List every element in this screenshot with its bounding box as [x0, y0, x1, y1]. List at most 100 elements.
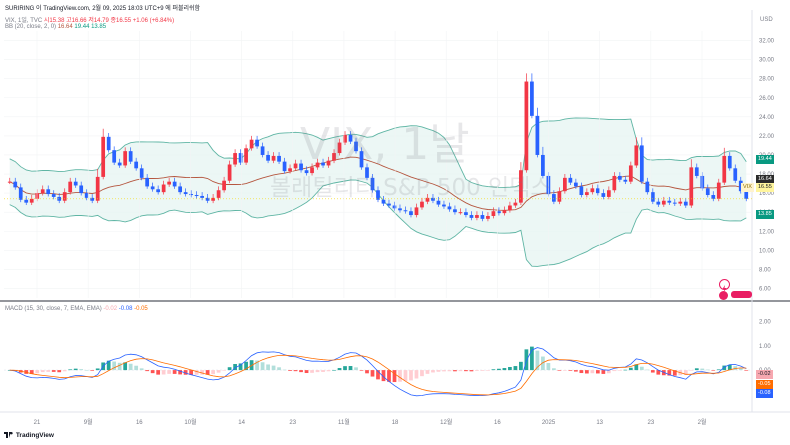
candle-body — [244, 148, 248, 163]
candle-body — [689, 167, 694, 206]
candle-body — [84, 193, 89, 198]
macd-histogram-bar — [513, 366, 518, 371]
price-tick-label: 28.00 — [759, 77, 775, 83]
event-group-icon[interactable] — [731, 291, 752, 298]
candle-body — [650, 192, 655, 202]
candle-body — [672, 202, 677, 204]
time-tick-label: 12월 — [440, 418, 452, 426]
price-tick-label: 16.00 — [759, 191, 775, 197]
candle-body — [513, 202, 518, 206]
candle-body — [447, 206, 452, 210]
macd-histogram-bar — [705, 369, 710, 371]
macd-histogram-bar — [365, 370, 369, 374]
macd-histogram-bar — [233, 364, 237, 371]
candle-body — [62, 192, 67, 201]
time-tick-label: 18 — [392, 420, 399, 426]
tradingview-logo-text: TradingView — [15, 432, 54, 439]
candle-body — [733, 168, 738, 181]
macd-histogram-bar — [667, 370, 672, 376]
candle-body — [216, 190, 221, 198]
candle-body — [233, 153, 237, 165]
macd-histogram-bar — [90, 370, 95, 371]
macd-signal-badge: -0.05 — [756, 380, 773, 389]
macd-histogram-bar — [326, 370, 331, 372]
macd-histogram-bar — [541, 356, 545, 371]
candle-body — [299, 163, 303, 171]
candle-body — [7, 181, 12, 183]
candle-body — [249, 139, 254, 149]
macd-histogram-bar — [689, 370, 694, 371]
candle-body — [387, 203, 391, 206]
macd-histogram-bar — [46, 370, 51, 372]
macd-histogram-bar — [35, 370, 40, 374]
candle-body — [348, 134, 353, 142]
macd-histogram-bar — [359, 370, 364, 371]
dividend-flash-icon[interactable] — [719, 279, 730, 292]
candle-body — [112, 150, 117, 163]
candle-body — [606, 190, 611, 197]
candle-body — [727, 155, 732, 169]
candle-body — [508, 205, 512, 211]
macd-histogram-bar — [628, 367, 633, 371]
tradingview-logo[interactable]: TradingView — [4, 432, 54, 439]
candle-body — [744, 191, 749, 199]
candle-body — [167, 181, 172, 185]
macd-histogram-bar — [95, 368, 100, 371]
macd-histogram-bar — [205, 370, 210, 375]
macd-hist-value: -0.02 — [103, 306, 118, 312]
macd-histogram-bar — [29, 370, 34, 375]
candle-body — [683, 201, 688, 206]
candle-body — [288, 168, 292, 172]
candle-body — [13, 181, 18, 188]
bb-upper-value: 19.44 — [74, 24, 90, 30]
candle-body — [392, 205, 397, 209]
macd-histogram-bar — [293, 370, 298, 372]
macd-histogram-bar — [464, 370, 468, 372]
candle-body — [40, 189, 45, 194]
macd-histogram-bar — [722, 365, 727, 371]
candle-body — [337, 142, 342, 154]
macd-histogram-bar — [112, 361, 117, 371]
bb-label: BB (20, close, 2, 0) — [5, 24, 57, 30]
time-tick-label: 13 — [596, 420, 603, 426]
macd-histogram-bar — [557, 370, 562, 371]
candle-body — [332, 153, 336, 161]
macd-histogram-bar — [579, 370, 584, 374]
candle-body — [315, 162, 320, 168]
candle-body — [634, 145, 639, 166]
macd-histogram-bar — [612, 370, 617, 372]
candle-body — [595, 188, 600, 194]
macd-histogram-bar — [573, 370, 578, 372]
macd-histogram-bar — [376, 370, 380, 380]
candle-body — [95, 176, 100, 201]
candle-body — [68, 181, 73, 193]
macd-histogram-bar — [150, 370, 155, 374]
bb-mid-value: 16.64 — [57, 24, 73, 30]
macd-histogram-bar — [469, 370, 474, 372]
price-tick-label: 26.00 — [759, 96, 775, 102]
candle-body — [475, 215, 479, 218]
macd-histogram-bar — [502, 368, 507, 371]
macd-histogram-bar — [332, 369, 336, 371]
symbol-line: VIX, 1일, TVC — [5, 18, 43, 24]
candle-body — [18, 187, 23, 200]
macd-histogram-bar — [24, 370, 29, 374]
macd-histogram-bar — [216, 370, 221, 373]
candle-body — [552, 194, 556, 202]
candle-body — [694, 167, 699, 176]
macd-histogram-bar — [420, 370, 424, 377]
candle-body — [29, 198, 34, 203]
macd-histogram-bar — [128, 363, 133, 371]
candle-body — [716, 182, 721, 199]
macd-histogram-bar — [255, 360, 259, 371]
macd-histogram-bar — [716, 369, 721, 371]
us-flag-event-icon[interactable] — [719, 291, 728, 300]
macd-histogram-bar — [244, 361, 248, 371]
candle-body — [293, 163, 298, 169]
candle-body — [403, 210, 408, 212]
time-tick-label: 23 — [289, 420, 296, 426]
candle-body — [150, 186, 155, 190]
candle-body — [194, 195, 199, 197]
macd-histogram-bar — [79, 369, 84, 371]
